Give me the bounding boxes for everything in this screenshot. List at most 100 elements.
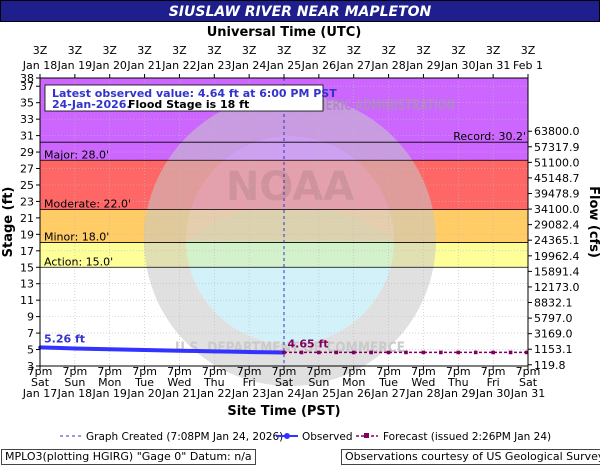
y-tick-label: 35 xyxy=(20,97,34,110)
forecast-point xyxy=(334,350,339,355)
x-top-tick-time: 3Z xyxy=(416,44,431,57)
observed-point xyxy=(229,349,234,354)
flow-tick-label: 24365.1 xyxy=(534,234,580,247)
y-tick-label: 5 xyxy=(27,344,34,357)
x-bottom-tick-day: Fri xyxy=(243,376,256,389)
x-bottom-tick-date: Jan 29 xyxy=(440,387,475,400)
title-bar: SIUSLAW RIVER NEAR MAPLETON xyxy=(0,0,600,22)
y-tick-label: 37 xyxy=(20,80,34,93)
watermark-lower-half xyxy=(186,240,394,344)
legend-graph-created-label: Graph Created (7:08PM Jan 24, 2026) xyxy=(86,431,283,443)
x-bottom-tick-day: Mon xyxy=(98,376,121,389)
watermark-gull xyxy=(186,205,394,240)
legend-observed-label: Observed xyxy=(302,431,353,443)
x-top-tick-time: 3Z xyxy=(486,44,501,57)
flow-tick-label: 3169.0 xyxy=(534,328,573,341)
observed-point xyxy=(177,348,182,353)
y-tick-label: 23 xyxy=(20,195,34,208)
flow-tick-label: 57317.9 xyxy=(534,141,580,154)
y-tick-label: 9 xyxy=(27,311,34,324)
footer-credit: Observations courtesy of US Geological S… xyxy=(341,449,600,465)
x-bottom-tick-date: Jan 22 xyxy=(196,387,231,400)
x-bottom-tick-time: 7pm xyxy=(516,365,541,378)
flow-tick-label: 119.8 xyxy=(534,359,566,372)
chart-title: SIUSLAW RIVER NEAR MAPLETON xyxy=(168,4,432,20)
forecast-point xyxy=(386,350,391,355)
x-bottom-tick-day: Sun xyxy=(308,376,329,389)
forecast-point xyxy=(508,350,513,355)
footer-datum: MPLO3(plotting HGIRG) "Gage 0" Datum: n/… xyxy=(1,449,256,465)
observed-point xyxy=(195,349,199,353)
x-top-tick-time: 3Z xyxy=(68,44,83,57)
x-bottom-tick-day: Fri xyxy=(487,376,500,389)
x-bottom-tick-time: 7pm xyxy=(97,365,122,378)
observed-point xyxy=(142,348,147,352)
flow-tick-label: 34100.0 xyxy=(534,203,580,216)
y-axis-title-left: Stage (ft) xyxy=(1,187,16,258)
x-bottom-tick-day: Wed xyxy=(167,376,191,389)
forecast-point xyxy=(421,350,426,355)
flow-tick-label: 8832.1 xyxy=(534,296,573,309)
flood-label-minor: Minor: 18.0' xyxy=(44,231,109,244)
x-axis-title-top: Universal Time (UTC) xyxy=(207,25,362,40)
y-tick-label: 21 xyxy=(20,212,34,225)
latest-box-line1: Latest observed value: 4.64 ft at 6:00 P… xyxy=(52,87,337,100)
x-bottom-tick-time: 7pm xyxy=(307,365,332,378)
x-bottom-tick-time: 7pm xyxy=(376,365,401,378)
x-bottom-tick-day: Tue xyxy=(134,376,154,389)
footer-datum-text: MPLO3(plotting HGIRG) "Gage 0" Datum: n/… xyxy=(5,450,252,463)
y-tick-label: 25 xyxy=(20,179,34,192)
legend-forecast-label: Forecast (issued 2:26PM Jan 24) xyxy=(383,431,551,443)
x-top-tick-time: 3Z xyxy=(277,44,292,57)
legend-forecast-marker xyxy=(364,433,369,438)
x-bottom-tick-day: Sat xyxy=(275,376,294,389)
observed-point xyxy=(73,346,77,351)
first-obs-label: 5.26 ft xyxy=(44,332,85,345)
x-top-tick-time: 3Z xyxy=(242,44,257,57)
y-tick-label: 31 xyxy=(20,130,34,143)
x-bottom-tick-day: Wed xyxy=(411,376,435,389)
x-bottom-tick-time: 7pm xyxy=(446,365,471,378)
watermark-logo-text: NOAA xyxy=(226,164,354,210)
x-top-tick-date: Jan 26 xyxy=(301,59,336,72)
x-top-tick-time: 3Z xyxy=(451,44,466,57)
x-bottom-tick-day: Mon xyxy=(342,376,365,389)
x-bottom-tick-date: Jan 30 xyxy=(475,387,510,400)
x-top-tick-date: Jan 23 xyxy=(196,59,231,72)
flow-tick-label: 15891.4 xyxy=(534,265,580,278)
y-axis-title-right: Flow (cfs) xyxy=(586,186,600,258)
forecast-point xyxy=(282,350,286,355)
x-bottom-tick-day: Thu xyxy=(447,376,469,389)
y-tick-label: 7 xyxy=(27,327,34,340)
x-top-tick-time: 3Z xyxy=(33,44,48,57)
x-bottom-tick-date: Jan 25 xyxy=(301,387,336,400)
flood-label-major: Major: 28.0' xyxy=(44,148,109,161)
forecast-point xyxy=(299,350,304,355)
x-top-tick-date: Jan 29 xyxy=(405,59,440,72)
x-top-tick-date: Jan 20 xyxy=(91,59,126,72)
x-top-tick-time: 3Z xyxy=(172,44,187,57)
x-bottom-tick-time: 7pm xyxy=(202,365,227,378)
latest-box xyxy=(44,84,324,112)
x-top-tick-time: 3Z xyxy=(346,44,361,57)
x-bottom-tick-time: 7pm xyxy=(272,365,297,378)
x-bottom-tick-date: Jan 24 xyxy=(266,387,301,400)
x-bottom-tick-date: Jan 23 xyxy=(231,387,266,400)
flow-tick-label: 19962.4 xyxy=(534,250,580,263)
x-bottom-tick-date: Jan 18 xyxy=(57,387,92,400)
flood-label-action: Action: 15.0' xyxy=(44,255,113,268)
forecast-point xyxy=(473,350,478,355)
x-top-tick-date: Feb 1 xyxy=(513,59,543,72)
record-label: Record: 30.2' xyxy=(453,130,526,143)
x-top-tick-date: Jan 21 xyxy=(126,59,161,72)
flow-tick-label: 5797.0 xyxy=(534,312,573,325)
x-top-tick-date: Jan 25 xyxy=(266,59,301,72)
x-top-tick-time: 3Z xyxy=(312,44,327,57)
x-bottom-tick-time: 7pm xyxy=(341,365,366,378)
y-tick-label: 15 xyxy=(20,261,34,274)
y-tick-label: 3 xyxy=(27,360,34,373)
flow-tick-label: 45148.7 xyxy=(534,172,580,185)
observed-point xyxy=(264,350,269,355)
x-top-tick-time: 3Z xyxy=(207,44,222,57)
y-tick-label: 38 xyxy=(20,72,34,85)
